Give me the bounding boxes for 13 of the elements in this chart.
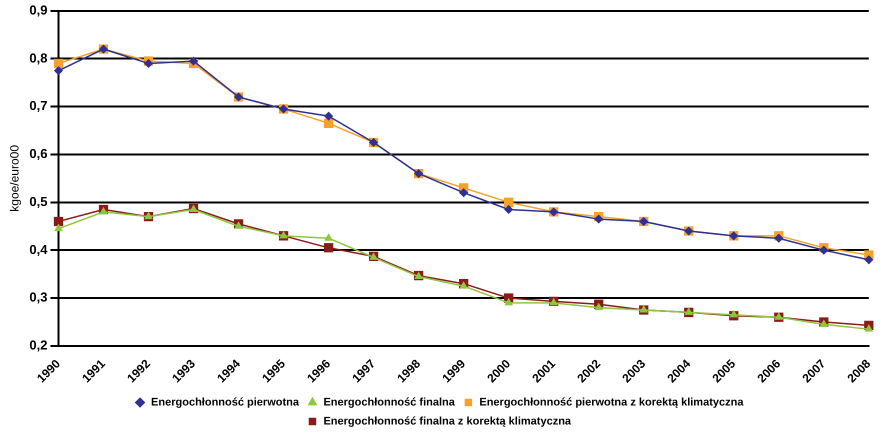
legend-label: Energochłonność pierwotna bbox=[151, 396, 300, 409]
y-tick-label: 0,4 bbox=[29, 242, 48, 257]
y-tick-label: 0,7 bbox=[29, 98, 48, 114]
y-tick-label: 0,2 bbox=[29, 338, 48, 353]
y-tick-label: 0,9 bbox=[29, 2, 48, 18]
y-tick-label: 0,3 bbox=[29, 290, 48, 305]
y-tick-label: 0,6 bbox=[29, 146, 48, 162]
y-axis-title: kgoe/euro00 bbox=[8, 144, 22, 212]
legend-label: Energochłonność pierwotna z korektą klimatyczna bbox=[479, 396, 744, 409]
legend-label: Energochłonność finalna z korektą klimatyczna bbox=[323, 416, 572, 428]
legend-label: Energochłonność finalna bbox=[323, 396, 456, 409]
y-tick-label: 0,5 bbox=[29, 194, 48, 209]
y-tick-label: 0,8 bbox=[29, 50, 48, 66]
